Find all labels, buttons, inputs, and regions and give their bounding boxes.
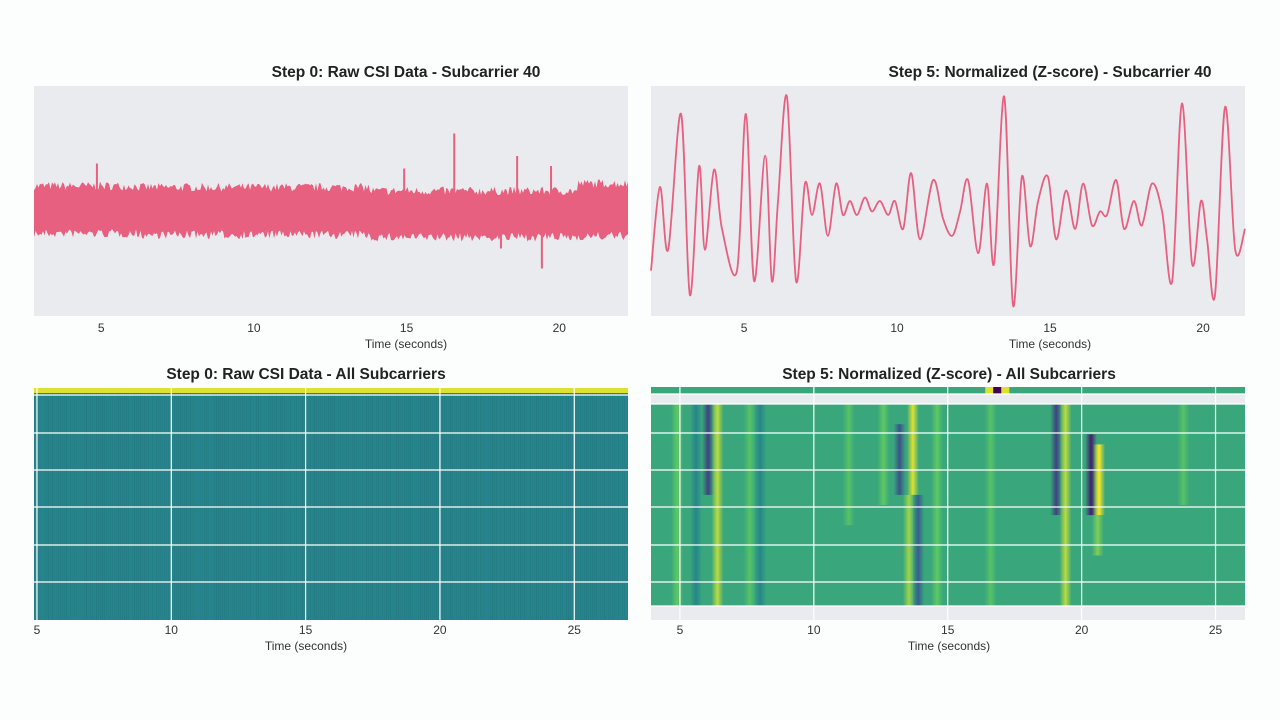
x-tick-label: 15 — [941, 623, 955, 637]
x-tick-label: 10 — [890, 321, 904, 335]
heatmap-stripe — [984, 404, 997, 606]
x-tick-label: 10 — [807, 623, 821, 637]
x-tick-label: 5 — [677, 623, 684, 637]
heatmap-stripe — [893, 424, 906, 495]
raw-line-plot: 5 10 15 20 — [34, 86, 628, 335]
heatmap-top-cell — [985, 387, 994, 394]
x-tick-label: 5 — [98, 321, 105, 335]
heatmap-stripe — [906, 404, 919, 495]
plot-area — [651, 86, 1245, 316]
chart-title: Step 0: Raw CSI Data - All Subcarriers — [166, 366, 446, 383]
x-tick-label: 20 — [433, 623, 447, 637]
heatmap-stripe — [711, 404, 724, 606]
chart-title: Step 0: Raw CSI Data - Subcarrier 40 — [271, 64, 541, 81]
heatmap-stripe — [877, 404, 890, 505]
raw-heatmap: 5 10 15 20 25 — [34, 388, 628, 637]
zscore-line — [650, 94, 1246, 308]
heatmap-stripe — [743, 404, 756, 606]
heatmap-stripe — [671, 404, 684, 606]
x-tick-label: 15 — [1043, 321, 1057, 335]
x-tick-label: 20 — [553, 321, 567, 335]
heatmap-top-cell — [1001, 387, 1010, 394]
heatmap-stripe — [1059, 404, 1072, 606]
x-axis-label: Time (seconds) — [907, 639, 991, 653]
signal-band — [34, 179, 628, 242]
normalized-heatmap: 5 10 15 20 25 — [651, 387, 1245, 637]
x-tick-label: 5 — [741, 321, 748, 335]
x-tick-label: 15 — [299, 623, 313, 637]
x-tick-label: 10 — [247, 321, 261, 335]
x-axis-label: Time (seconds) — [1008, 337, 1092, 351]
heatmap-stripe — [754, 404, 767, 606]
heatmap-stripe — [931, 404, 944, 606]
heatmap-stripe — [689, 404, 702, 606]
normalized-line-plot: 5 10 15 20 — [650, 86, 1246, 335]
heatmap-stripe — [1050, 404, 1063, 516]
heatmap-stripe — [1091, 515, 1104, 556]
heatmap-stripe — [1177, 404, 1190, 505]
heatmap-stripe — [1093, 444, 1106, 516]
x-axis-label: Time (seconds) — [364, 337, 448, 351]
x-tick-label: 25 — [1209, 623, 1223, 637]
x-tick-label: 25 — [568, 623, 582, 637]
chart-title: Step 5: Normalized (Z-score) - All Subca… — [782, 366, 1116, 383]
heatmap-stripe — [912, 494, 925, 606]
x-tick-label: 20 — [1196, 321, 1210, 335]
x-tick-label: 5 — [34, 623, 41, 637]
heatmap-top-cell — [993, 387, 1002, 394]
heatmap-stripe — [702, 404, 715, 495]
heatmap-stripe — [902, 494, 915, 606]
heatmap-stripe — [842, 404, 855, 526]
heatmap-top-row — [34, 388, 628, 393]
x-tick-label: 15 — [400, 321, 414, 335]
x-axis-label: Time (seconds) — [264, 639, 348, 653]
chart-title: Step 5: Normalized (Z-score) - Subcarrie… — [888, 64, 1212, 81]
x-tick-label: 10 — [165, 623, 179, 637]
x-tick-label: 20 — [1075, 623, 1089, 637]
